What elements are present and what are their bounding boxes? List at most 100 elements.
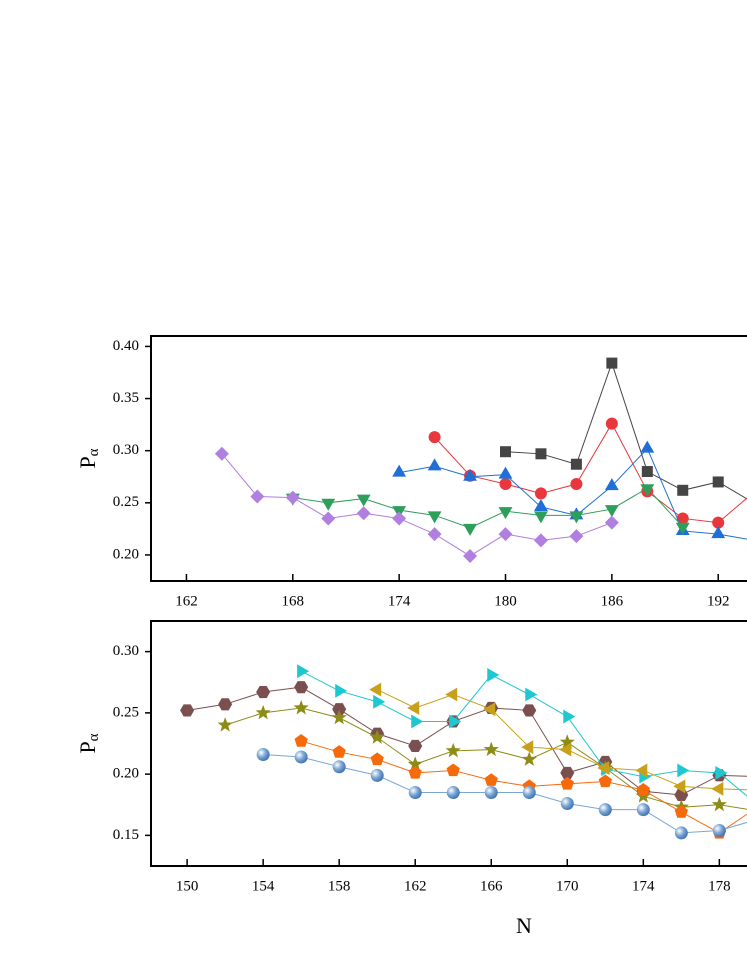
marker (570, 458, 582, 470)
marker (559, 734, 575, 749)
marker (407, 701, 420, 715)
marker (675, 522, 690, 535)
marker (560, 766, 575, 779)
marker (535, 448, 547, 460)
x-tick-label: 150 (176, 878, 199, 894)
marker (569, 511, 584, 524)
marker (534, 498, 548, 511)
marker (521, 740, 534, 755)
marker (370, 752, 384, 766)
y-axis-label-subscript: α (86, 448, 102, 456)
marker (411, 714, 424, 729)
marker (604, 515, 619, 530)
marker (408, 765, 422, 779)
marker (218, 698, 233, 711)
marker (597, 761, 610, 775)
marker (604, 478, 619, 491)
series (256, 748, 747, 840)
marker (674, 805, 688, 818)
marker (498, 507, 513, 520)
marker (641, 466, 653, 478)
panel: 0.20 0.25 0.30 0.35 0.40 162 168 174 180 186 192 Pα (75, 335, 747, 609)
x-tick-label: 154 (252, 878, 275, 894)
marker (598, 803, 612, 817)
marker (570, 478, 583, 491)
marker (255, 704, 271, 720)
marker (445, 687, 458, 702)
marker (598, 774, 612, 788)
marker (356, 506, 371, 521)
marker (294, 734, 308, 747)
marker (499, 478, 512, 491)
marker (636, 803, 650, 817)
marker (673, 779, 686, 794)
series-line (505, 361, 747, 500)
marker (498, 527, 513, 542)
marker (446, 763, 460, 777)
y-tick-label: 0.25 (113, 704, 139, 720)
marker (214, 446, 229, 461)
marker (605, 417, 618, 430)
y-axis-label: Pα (75, 733, 102, 753)
y-tick-label: 0.40 (113, 338, 139, 354)
x-tick-label: 174 (632, 878, 655, 894)
marker (606, 357, 618, 369)
marker (712, 823, 726, 837)
marker (463, 523, 477, 536)
marker (677, 763, 690, 778)
marker (677, 484, 689, 496)
marker (522, 786, 536, 799)
marker (525, 687, 538, 702)
marker (712, 476, 724, 488)
marker (332, 703, 347, 716)
marker (331, 709, 347, 725)
panel: 0.15 0.20 0.25 0.30 150 154 158 162 166 170 174 178… (75, 620, 747, 938)
marker (408, 786, 422, 799)
marker (560, 776, 574, 790)
marker (674, 826, 688, 840)
marker (635, 763, 648, 778)
marker (569, 529, 584, 544)
x-tick-label: 174 (388, 593, 411, 609)
marker (407, 756, 423, 771)
marker (498, 466, 513, 479)
marker (335, 683, 348, 698)
marker (180, 704, 195, 717)
marker (293, 699, 309, 715)
y-tick-label: 0.20 (113, 766, 139, 782)
marker (392, 464, 407, 477)
marker (428, 431, 441, 444)
marker (332, 745, 346, 758)
marker (484, 786, 498, 799)
marker (521, 751, 537, 766)
marker (392, 511, 407, 526)
marker (256, 685, 271, 699)
y-axis-label-main: P (75, 456, 100, 468)
series-line (292, 487, 684, 529)
series-line (434, 422, 747, 524)
marker (369, 682, 382, 697)
marker (408, 739, 423, 753)
marker (256, 748, 270, 762)
y-tick-label: 0.25 (113, 494, 139, 510)
marker (373, 694, 386, 709)
plot-frame (150, 335, 747, 582)
series (500, 357, 747, 500)
series (285, 484, 690, 536)
marker (356, 494, 371, 507)
marker (294, 681, 309, 694)
x-tick-label: 170 (556, 878, 579, 894)
series (369, 682, 747, 796)
marker (427, 527, 442, 542)
marker (712, 516, 725, 529)
marker (711, 781, 724, 796)
marker (534, 511, 548, 524)
marker (533, 533, 548, 548)
y-axis-label-subscript: α (86, 733, 102, 741)
marker (332, 760, 346, 774)
x-tick-label: 192 (707, 593, 730, 609)
marker (427, 511, 442, 524)
x-tick-label: 158 (328, 878, 351, 894)
